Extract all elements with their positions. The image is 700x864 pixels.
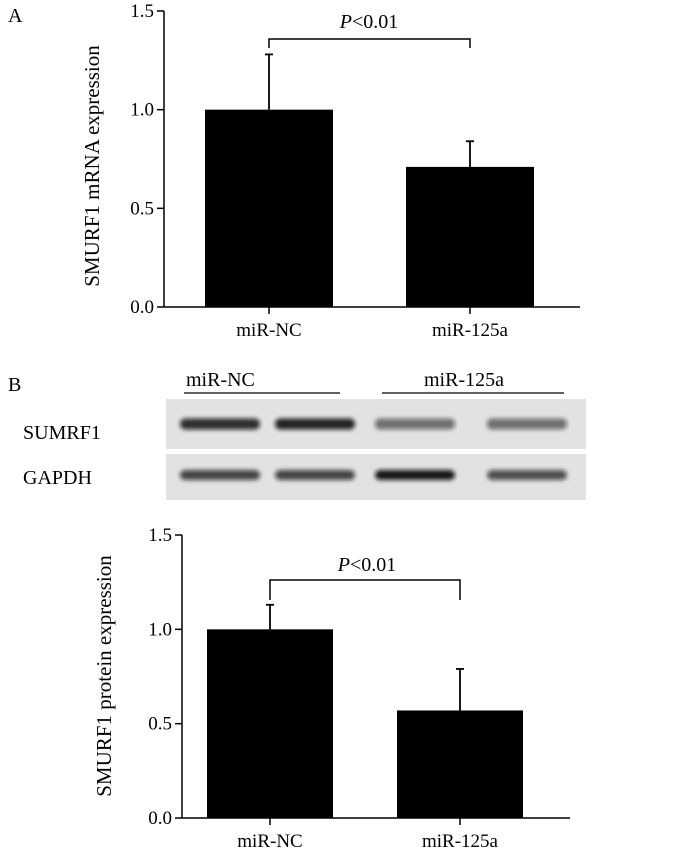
chart-b-y-tick-label: 0.0 [148, 808, 172, 829]
chart-b-x-tick-label: miR-125a [422, 831, 499, 852]
blot-group-label-mir-125a: miR-125a [424, 369, 504, 391]
blot-band-gapdh-lane-2 [275, 470, 355, 480]
chart-a-y-tick-label: 0.5 [130, 198, 154, 219]
chart-b-y-axis-label: SMURF1 protein expression [92, 555, 116, 797]
chart-a-x-tick-label: miR-NC [236, 320, 301, 341]
chart-b-p-symbol: P [337, 554, 350, 576]
chart-a-y-tick-label: 1.0 [130, 100, 154, 121]
blot-row-label-gapdh: GAPDH [23, 467, 92, 489]
chart-b-protein: SMURF1 protein expression 0.0 0.5 1.0 1.5 mi… [92, 525, 570, 852]
chart-b-bar [207, 629, 333, 818]
chart-a-bar [205, 109, 333, 308]
chart-b-p-value: <0.01 [350, 554, 396, 576]
chart-a-mrna: SMURF1 mRNA expression 0.0 0.5 1.0 1.5 miR-N… [80, 1, 580, 341]
chart-a-p-symbol: P [339, 11, 352, 33]
blot-band-sumrf1-lane-4 [487, 418, 567, 430]
chart-a-bar [406, 166, 534, 307]
chart-b-x-tick-label: miR-NC [237, 831, 302, 852]
chart-b-significance-label: P<0.01 [337, 554, 397, 576]
chart-b-y-tick-label: 1.0 [148, 619, 172, 640]
chart-a-x-tick-label: miR-125a [432, 320, 509, 341]
blot-row-label-sumrf1: SUMRF1 [23, 422, 101, 444]
panel-label-a: A [8, 5, 23, 27]
chart-a-p-value: <0.01 [352, 11, 398, 33]
chart-b-significance-bracket [269, 579, 461, 600]
blot-band-sumrf1-lane-1 [180, 418, 260, 430]
chart-b-marks: 0.0 0.5 1.0 1.5 miR-NC miR-125a [148, 525, 570, 852]
blot-band-gapdh-lane-1 [180, 470, 260, 480]
blot-band-gapdh-lane-4 [487, 470, 567, 480]
blot-band-sumrf1-lane-2 [275, 418, 355, 430]
chart-a-y-axis-label: SMURF1 mRNA expression [80, 45, 104, 287]
blot-band-gapdh-lane-3 [375, 470, 455, 480]
chart-a-significance-label: P<0.01 [339, 11, 399, 33]
chart-a-significance-bracket [268, 38, 471, 48]
blot-group-label-mir-nc: miR-NC [186, 369, 255, 391]
blot-bands [180, 418, 567, 480]
chart-b-y-tick-label: 0.5 [148, 714, 172, 735]
panel-label-b: B [8, 374, 21, 396]
blot-band-sumrf1-lane-3 [375, 418, 455, 430]
chart-a-y-tick-label: 1.5 [130, 1, 154, 22]
chart-b-y-tick-label: 1.5 [148, 525, 172, 546]
chart-a-y-tick-label: 0.0 [130, 297, 154, 318]
western-blot: miR-NC miR-125a SUMRF1 GAPDH [23, 369, 586, 500]
chart-b-bar [397, 710, 523, 818]
chart-a-marks: 0.0 0.5 1.0 1.5 miR-NC miR-125a [130, 1, 580, 341]
